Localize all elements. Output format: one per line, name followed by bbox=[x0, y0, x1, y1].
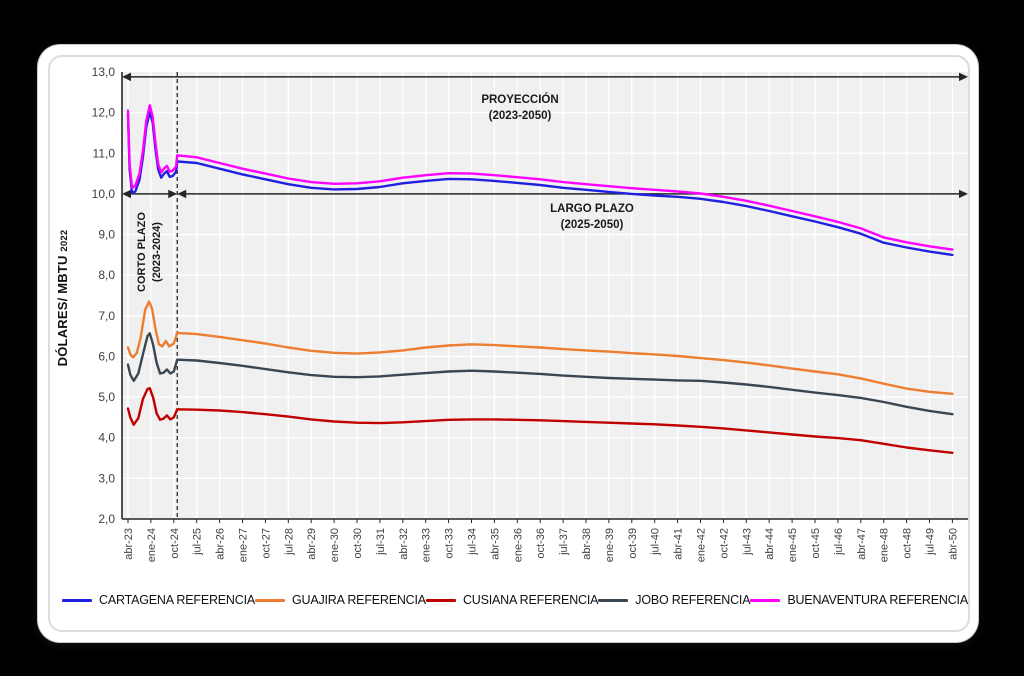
x-tick-label: jul-43 bbox=[741, 528, 753, 556]
x-tick-label: ene-24 bbox=[146, 528, 158, 562]
x-tick-label: ene-33 bbox=[421, 528, 433, 562]
x-tick-label: jul-49 bbox=[925, 528, 937, 556]
x-tick-label: abr-29 bbox=[306, 528, 318, 560]
price-projection-line-chart: abr-23 ene-24 oct-24 jul-25 abr-26 ene-27 oct-… bbox=[92, 65, 968, 562]
chart-card: abr-23 ene-24 oct-24 jul-25 abr-26 ene-27 oct-… bbox=[38, 45, 978, 642]
x-tick-label: oct-30 bbox=[352, 528, 364, 559]
legend-item-guajira: GUAJIRA REFERENCIA bbox=[255, 593, 426, 607]
x-tick-label: oct-36 bbox=[535, 528, 547, 559]
annotation-corto-plazo-line2: (2023-2024) bbox=[151, 222, 163, 282]
annotation-largo-plazo-line2: (2025-2050) bbox=[560, 219, 624, 231]
legend-item-buenaventura: BUENAVENTURA REFERENCIA bbox=[750, 593, 968, 607]
x-tick-label: abr-47 bbox=[856, 528, 868, 560]
chart-legend: CARTAGENA REFERENCIA GUAJIRA REFERENCIA CU… bbox=[50, 586, 968, 614]
x-tick-label: ene-27 bbox=[238, 528, 250, 562]
x-tick-label: oct-24 bbox=[169, 528, 181, 559]
y-tick-label: 13,0 bbox=[92, 65, 116, 79]
annotation-proyeccion-line1: PROYECCIÓN bbox=[481, 94, 559, 106]
y-tick-label: 6,0 bbox=[98, 349, 115, 363]
annotation-proyeccion-line2: (2023-2050) bbox=[488, 110, 552, 122]
legend-item-jobo: JOBO REFERENCIA bbox=[598, 593, 751, 607]
legend-label: BUENAVENTURA REFERENCIA bbox=[787, 593, 968, 607]
legend-item-cartagena: CARTAGENA REFERENCIA bbox=[62, 593, 255, 607]
legend-swatch bbox=[598, 598, 629, 602]
series-line-buenaventura-referencia bbox=[126, 104, 954, 251]
x-tick-label: jul-37 bbox=[558, 528, 570, 556]
y-tick-label: 8,0 bbox=[98, 268, 115, 282]
x-tick-label: abr-23 bbox=[123, 528, 135, 560]
x-tick-label: abr-26 bbox=[215, 528, 227, 560]
y-tick-label: 4,0 bbox=[98, 431, 115, 445]
x-tick-label: ene-42 bbox=[696, 528, 708, 562]
proyeccion-span-arrow bbox=[122, 72, 968, 82]
x-tick-label: jul-34 bbox=[467, 528, 479, 556]
y-tick-label: 12,0 bbox=[92, 106, 116, 120]
plot-area bbox=[122, 72, 968, 519]
annotation-proyeccion: PROYECCIÓN (2023-2050) bbox=[420, 92, 620, 124]
y-axis-title-text: DÓLARES/ MBTU bbox=[55, 255, 70, 367]
y-tick-label: 3,0 bbox=[98, 471, 115, 485]
x-tick-label: abr-41 bbox=[673, 528, 685, 560]
x-tick-label: jul-40 bbox=[650, 528, 662, 556]
y-tick-label: 2,0 bbox=[98, 512, 115, 526]
legend-label: CUSIANA REFERENCIA bbox=[462, 593, 599, 607]
x-tick-label: abr-38 bbox=[581, 528, 593, 560]
series-line-cusiana-referencia bbox=[126, 387, 954, 454]
x-tick-label: ene-48 bbox=[879, 528, 891, 562]
y-tick-label: 11,0 bbox=[93, 146, 116, 160]
x-tick-label: ene-39 bbox=[604, 528, 616, 562]
x-tick-label: abr-44 bbox=[764, 528, 776, 560]
largo-plazo-span-arrow bbox=[177, 189, 968, 199]
y-tick-label: 7,0 bbox=[98, 309, 115, 323]
x-tick-label: ene-30 bbox=[329, 528, 341, 562]
x-tick-label: oct-33 bbox=[444, 528, 456, 559]
x-tick-label: oct-27 bbox=[260, 528, 272, 559]
x-tick-label: abr-50 bbox=[947, 528, 959, 560]
x-tick-label: abr-35 bbox=[489, 528, 501, 560]
legend-swatch bbox=[255, 598, 285, 602]
x-tick-label: ene-45 bbox=[787, 528, 799, 562]
annotation-largo-plazo-line1: LARGO PLAZO bbox=[550, 203, 634, 215]
annotation-corto-plazo: CORTO PLAZO (2023-2024) bbox=[135, 192, 169, 312]
legend-label: JOBO REFERENCIA bbox=[635, 593, 751, 607]
x-tick-label: oct-39 bbox=[627, 528, 639, 559]
annotation-largo-plazo: LARGO PLAZO (2025-2050) bbox=[492, 201, 692, 233]
annotation-corto-plazo-line1: CORTO PLAZO bbox=[136, 212, 148, 292]
x-tick-label: ene-36 bbox=[512, 528, 524, 562]
legend-label: GUAJIRA REFERENCIA bbox=[292, 593, 426, 607]
x-tick-label: oct-45 bbox=[810, 528, 822, 559]
y-axis-title-year: 2022 bbox=[59, 229, 70, 252]
legend-swatch bbox=[750, 598, 781, 602]
x-tick-label: abr-32 bbox=[398, 528, 410, 560]
y-axis-title: DÓLARES/ MBTU 2022 bbox=[55, 198, 73, 398]
x-tick-label: jul-31 bbox=[375, 528, 387, 556]
legend-swatch bbox=[62, 598, 92, 602]
gridlines bbox=[122, 72, 968, 519]
x-tick-label: oct-42 bbox=[718, 528, 730, 559]
legend-item-cusiana: CUSIANA REFERENCIA bbox=[425, 593, 599, 607]
y-tick-label: 5,0 bbox=[98, 390, 115, 404]
series-line-jobo-referencia bbox=[126, 332, 954, 416]
legend-swatch bbox=[425, 598, 456, 602]
x-tick-label: jul-28 bbox=[283, 528, 295, 556]
x-tick-label: jul-46 bbox=[833, 528, 845, 556]
series-line-guajira-referencia bbox=[126, 300, 954, 395]
legend-label: CARTAGENA REFERENCIA bbox=[99, 593, 255, 607]
x-tick-label: oct-48 bbox=[902, 528, 914, 559]
y-tick-label: 9,0 bbox=[98, 228, 115, 242]
y-tick-label: 10,0 bbox=[92, 187, 116, 201]
x-tick-label: jul-25 bbox=[192, 528, 204, 556]
